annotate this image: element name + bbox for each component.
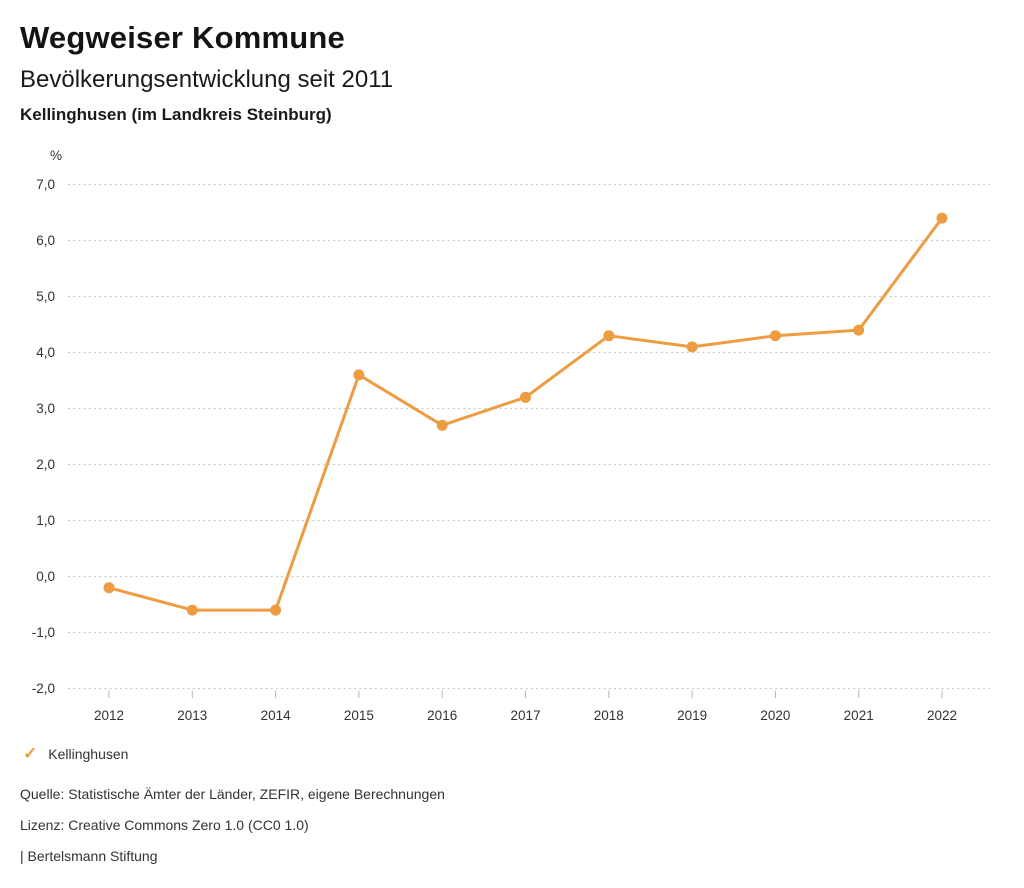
data-point-2020[interactable] [769,330,781,342]
app-title: Wegweiser Kommune [20,20,345,55]
y-axis-unit-label: % [50,148,62,163]
chart-region-subtitle: Kellinghusen (im Landkreis Steinburg) [20,105,332,124]
attribution-text: | Bertelsmann Stiftung [20,848,158,864]
data-point-2013[interactable] [186,604,198,616]
legend-label[interactable]: Kellinghusen [48,745,129,762]
x-axis-label: 2016 [427,708,457,723]
y-axis-label: -2,0 [32,681,55,696]
license-text: Lizenz: Creative Commons Zero 1.0 (CC0 1… [20,817,309,833]
x-axis-label: 2018 [594,708,624,723]
y-axis-label: 2,0 [36,457,55,472]
data-point-2015[interactable] [353,369,365,381]
x-axis-label: 2012 [94,708,124,723]
data-line-kellinghusen [108,217,944,612]
x-axis-label: 2022 [927,708,957,723]
source-text: Quelle: Statistische Ämter der Länder, Z… [20,786,445,802]
x-axis-label: 2017 [510,708,540,723]
x-axis-label: 2019 [677,708,707,723]
data-point-2021[interactable] [853,324,865,336]
data-point-2017[interactable] [520,391,531,403]
x-axis-label: 2020 [760,708,790,723]
x-axis-label: 2014 [261,708,292,723]
y-axis-label: 3,0 [36,401,55,416]
y-axis-label: 7,0 [36,177,55,192]
y-axis-label: 0,0 [36,569,55,584]
legend-item-kellinghusen[interactable]: ✓ Kellinghusen [23,745,128,762]
check-icon[interactable]: ✓ [23,744,38,763]
y-axis-label: -1,0 [32,625,55,640]
y-axis-label: 5,0 [36,289,55,304]
y-axis-label: 4,0 [36,345,55,360]
y-axis-label: 6,0 [36,233,55,248]
chart-title: Bevölkerungsentwicklung seit 2011 [20,66,394,93]
population-line-chart: % 7,0 6,0 5,0 4,0 3,0 2,0 1,0 0,0 -1,0 -2,0 2012 201… [32,148,990,723]
data-point-2014[interactable] [270,604,282,616]
data-point-2019[interactable] [686,341,698,353]
x-axis-label: 2013 [177,708,207,723]
data-point-2012[interactable] [103,582,115,594]
data-point-2018[interactable] [603,330,615,342]
data-point-2016[interactable] [436,419,448,431]
y-axis-label: 1,0 [36,513,55,528]
data-point-2022[interactable] [936,212,948,224]
x-axis-label: 2021 [844,708,874,723]
x-axis-label: 2015 [344,708,374,723]
